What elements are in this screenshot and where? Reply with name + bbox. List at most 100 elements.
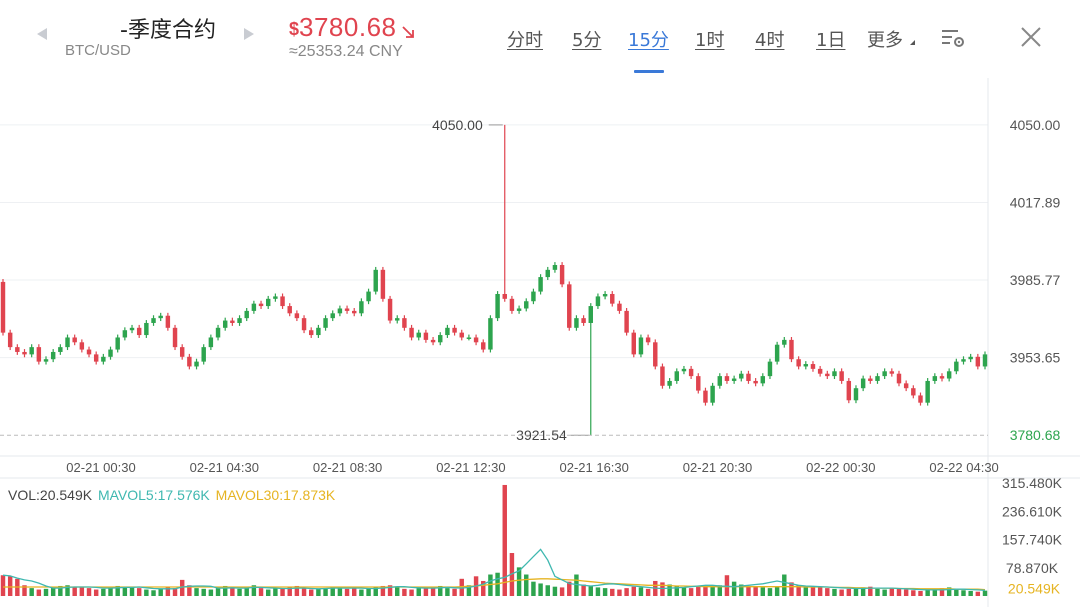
volume-bar [903,589,909,596]
candle-body [767,361,773,377]
tab-4h[interactable]: 4时 [755,30,785,51]
candle-body [674,371,680,381]
candle-body [0,281,6,333]
candle-body [524,301,529,309]
volume-bar [301,588,307,596]
candle-body [846,380,852,401]
candle-body [43,359,49,362]
mavol5-line [2,548,986,591]
volume-bar [287,587,292,596]
more-dropdown-icon [910,40,915,45]
tab-5min[interactable]: 5分 [572,30,602,51]
chart-grid [0,78,1080,607]
price-axis-label: 3985.77 [1010,272,1061,288]
candle-body [688,368,694,377]
candle-body [58,347,63,352]
volume-bar [481,580,486,596]
candle-body [710,385,715,403]
candle-body [244,310,249,319]
time-axis-label: 02-22 00:30 [806,460,875,475]
price-down-arrow-icon [401,26,414,38]
candle-body [222,320,228,328]
volume-bar [817,587,823,596]
price-value: 3780.68 [299,12,397,42]
candle-body [782,339,787,345]
volume-bar [860,587,866,596]
price-axis-label: 4017.89 [1010,194,1061,210]
candle-body [968,356,973,360]
volume-bar [201,588,206,596]
candle-body [825,373,830,377]
prev-contract-arrow-icon[interactable] [37,28,47,40]
volume-bar [136,588,142,596]
volume-bar [50,587,56,596]
volume-bar [839,589,844,596]
volume-bar [516,567,522,596]
volume-bar [631,586,636,596]
candle-body [610,293,615,304]
candle-body [868,378,873,381]
volume-bar [323,588,328,596]
volume-bar [825,588,830,596]
volume-bar [208,589,214,596]
candle-body [502,293,507,299]
candle-body [179,347,185,357]
volume-bar [595,587,601,596]
volume-bar [337,587,343,596]
candle-body [430,339,436,343]
tab-more[interactable]: 更多 [867,30,903,51]
volume-bar [416,588,421,596]
candle-body [65,337,70,348]
kline-chart[interactable]: 4050.00 4017.89 3985.77 3953.65 315.480K 236.… [0,78,1080,607]
candle-body [258,303,264,307]
volume-bar [122,586,128,596]
tab-15min[interactable]: 15分 [628,30,669,51]
candle-body [660,366,665,386]
candle-body [961,359,966,362]
volume-bar [796,585,801,596]
tab-timeline[interactable]: 分时 [507,30,543,51]
candle-body [896,373,902,384]
volume-bar [710,585,715,596]
candle-body [552,265,558,270]
volume-bar [29,588,34,596]
candle-body [739,373,744,379]
volume-bar [617,589,622,596]
price-axis: 4050.00 4017.89 3985.77 3953.65 315.480K 236.… [990,117,1080,599]
candle-body [760,376,766,384]
volume-bar [889,588,895,596]
candle-body [409,327,414,338]
volume-bar [179,579,185,596]
candle-body [882,371,887,377]
close-icon[interactable] [1018,24,1044,50]
candle-body [875,376,880,381]
candle-body [387,298,393,321]
candle-body [395,318,400,321]
candle-body [423,332,429,340]
tab-1d[interactable]: 1日 [816,30,846,51]
candle-body [108,349,113,357]
volume-bar [524,574,529,596]
candle-body [667,380,672,386]
volume-bar [308,589,314,596]
candle-body [165,315,171,328]
candle-body [337,308,343,314]
volume-bar [215,588,221,596]
legend-vol: VOL:20.549K [8,487,93,503]
next-contract-arrow-icon[interactable] [244,28,254,40]
candle-body [144,322,149,336]
volume-bar [72,586,77,596]
candle-body [488,318,493,350]
candle-body [416,332,421,338]
indicator-settings-icon[interactable] [940,27,966,49]
candle-body [588,306,593,323]
volume-bar [158,588,163,596]
volume-bar [674,585,680,596]
volume-bar [194,588,199,596]
volume-bar [789,582,794,596]
legend-mavol30: MAVOL30:17.873K [215,487,336,503]
tab-1h[interactable]: 1时 [695,30,725,51]
candle-body [93,354,99,362]
volume-bar [402,588,407,596]
